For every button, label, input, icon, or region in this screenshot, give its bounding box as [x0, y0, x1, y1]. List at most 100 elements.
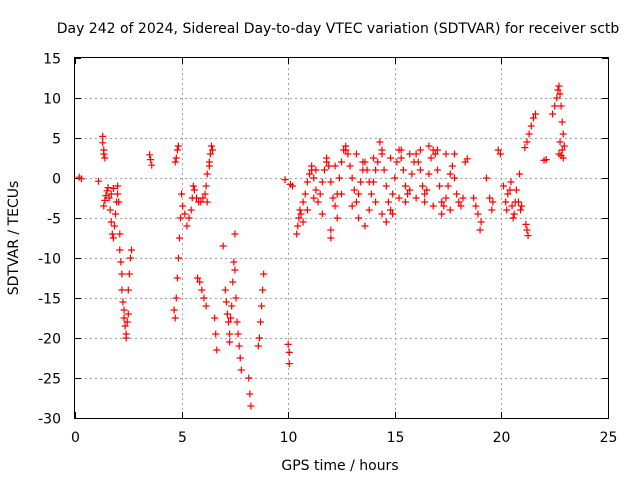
data-point: [179, 202, 187, 210]
data-point: [440, 202, 448, 210]
data-point: [369, 154, 377, 162]
data-point: [231, 230, 239, 238]
data-point: [107, 190, 115, 198]
data-point: [421, 198, 429, 206]
data-point: [397, 154, 405, 162]
data-point: [105, 194, 113, 202]
data-point: [560, 142, 568, 150]
data-point: [355, 214, 363, 222]
data-point: [382, 182, 390, 190]
data-point: [281, 176, 289, 184]
data-point: [380, 166, 388, 174]
data-point: [206, 150, 214, 158]
data-point: [518, 202, 526, 210]
data-point: [500, 182, 508, 190]
data-point: [391, 174, 399, 182]
data-point: [222, 298, 230, 306]
data-point: [198, 286, 206, 294]
data-point: [231, 266, 239, 274]
data-point: [525, 130, 533, 138]
data-point: [124, 286, 132, 294]
data-point: [127, 246, 135, 254]
data-point: [331, 202, 339, 210]
data-point: [323, 158, 331, 166]
data-point: [455, 198, 463, 206]
data-point: [318, 178, 326, 186]
data-point: [532, 110, 540, 118]
data-point: [94, 177, 102, 185]
data-point: [207, 142, 215, 150]
data-point: [382, 218, 390, 226]
y-tick-label: -15: [38, 292, 61, 308]
data-point: [232, 294, 240, 302]
data-point: [486, 194, 494, 202]
x-tick-label: 15: [387, 430, 405, 446]
data-point: [126, 254, 134, 262]
data-point: [446, 170, 454, 178]
y-tick-label: -25: [38, 372, 61, 388]
y-tick-label: -5: [47, 212, 61, 228]
data-point: [524, 232, 532, 240]
data-point: [516, 170, 524, 178]
data-point: [103, 187, 111, 195]
data-point: [442, 150, 450, 158]
data-point: [310, 194, 318, 202]
data-point: [529, 114, 537, 122]
data-point: [508, 202, 516, 210]
data-point: [488, 206, 496, 214]
data-point: [284, 340, 292, 348]
data-point: [294, 222, 302, 230]
data-point: [496, 150, 504, 158]
data-point: [476, 226, 484, 234]
data-point: [174, 254, 182, 262]
data-point: [425, 170, 433, 178]
data-point: [507, 178, 515, 186]
data-point: [256, 318, 264, 326]
data-point: [433, 166, 441, 174]
data-point: [172, 154, 180, 162]
data-point: [221, 286, 229, 294]
y-tick-label: -30: [38, 412, 61, 428]
data-point: [523, 138, 531, 146]
data-point: [295, 214, 303, 222]
data-point: [189, 182, 197, 190]
data-point: [399, 166, 407, 174]
data-point: [106, 206, 114, 214]
x-tick-label: 5: [178, 430, 187, 446]
data-point: [393, 158, 401, 166]
data-point: [509, 214, 517, 222]
data-point: [114, 182, 122, 190]
data-point: [201, 190, 209, 198]
data-point: [559, 154, 567, 162]
data-point: [258, 302, 266, 310]
data-point: [255, 334, 263, 342]
data-point: [175, 234, 183, 242]
data-point: [285, 360, 293, 368]
data-point: [109, 234, 117, 242]
data-point: [389, 190, 397, 198]
data-point: [527, 122, 535, 130]
data-point: [171, 158, 179, 166]
data-point: [436, 182, 444, 190]
data-point: [389, 210, 397, 218]
data-point: [556, 138, 564, 146]
data-point: [553, 94, 561, 102]
data-point: [203, 170, 211, 178]
data-point: [367, 190, 375, 198]
data-point: [355, 190, 363, 198]
data-point: [425, 142, 433, 150]
data-point: [338, 190, 345, 198]
data-point: [320, 166, 328, 174]
data-point: [101, 154, 109, 162]
data-point: [205, 162, 213, 170]
data-point: [374, 158, 382, 166]
data-point: [209, 146, 217, 154]
data-point: [181, 210, 189, 218]
data-point: [506, 186, 514, 194]
data-point: [120, 306, 128, 314]
data-point: [359, 158, 367, 166]
data-point: [512, 186, 520, 194]
data-point: [234, 330, 242, 338]
data-point: [115, 198, 123, 206]
